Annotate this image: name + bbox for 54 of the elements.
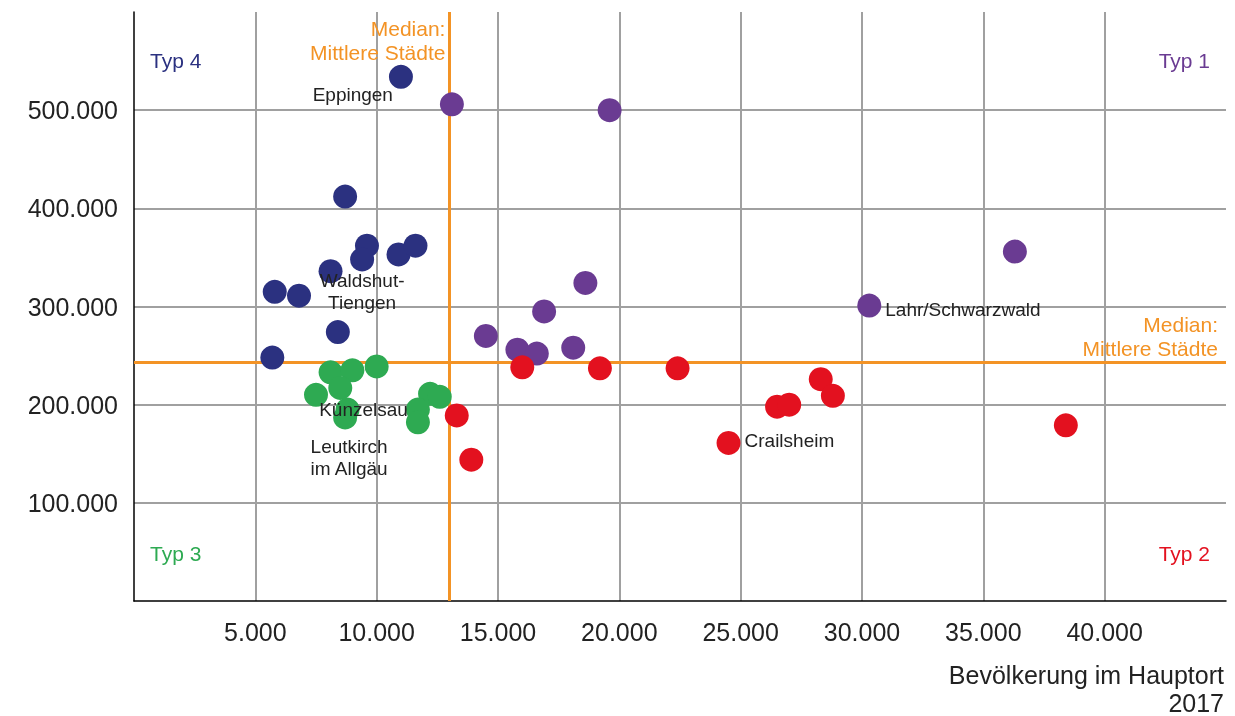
point <box>573 270 598 295</box>
point <box>820 383 845 408</box>
annotation: Typ 4 <box>150 48 202 72</box>
point <box>333 184 358 209</box>
point <box>473 323 498 348</box>
y-tick-label: 300.000 <box>27 292 118 321</box>
point <box>364 354 389 379</box>
point <box>561 335 586 360</box>
annotation: Lahr/Schwarzwald <box>885 299 1041 321</box>
point <box>260 345 285 370</box>
x-axis-title: Bevölkerung im Hauptort 2017 <box>948 661 1225 716</box>
point <box>328 375 353 400</box>
point <box>1053 413 1078 438</box>
point <box>665 356 690 381</box>
point <box>459 447 484 472</box>
y-tick-label: 100.000 <box>27 488 118 517</box>
point <box>1002 239 1027 264</box>
point <box>403 233 428 258</box>
annotation: Leutkirch im Allgäu <box>310 435 388 479</box>
point <box>444 403 469 428</box>
point <box>524 341 549 366</box>
annotation: Typ 1 <box>1158 48 1210 72</box>
x-tick-label: 30.000 <box>823 617 901 646</box>
point <box>439 92 464 117</box>
point <box>532 299 557 324</box>
annotation: Eppingen <box>312 84 393 106</box>
point <box>350 247 375 272</box>
point <box>857 293 882 318</box>
x-tick-label: 5.000 <box>224 617 287 646</box>
annotation: Typ 3 <box>150 541 202 565</box>
x-tick-label: 20.000 <box>581 617 658 646</box>
y-tick-label: 200.000 <box>27 390 118 419</box>
x-tick-label: 10.000 <box>338 617 415 646</box>
point <box>808 367 833 392</box>
x-tick-label: 35.000 <box>945 617 1022 646</box>
point <box>716 430 741 455</box>
x-tick-label: 15.000 <box>459 617 537 646</box>
annotation: Crailsheim <box>744 430 835 452</box>
ref-line-label: Median: Mittlere Städte <box>310 16 446 64</box>
point <box>287 283 312 308</box>
annotation: Waldshut- Tiengen <box>319 269 405 313</box>
ref-line-label: Median: Mittlere Städte <box>1082 312 1218 360</box>
point <box>325 320 350 345</box>
point <box>587 356 612 381</box>
annotation: Typ 2 <box>1158 541 1210 565</box>
point <box>340 358 365 383</box>
point <box>510 355 535 380</box>
point <box>388 64 413 89</box>
x-tick-label: 25.000 <box>702 617 779 646</box>
point <box>597 98 622 123</box>
y-tick-label: 500.000 <box>27 96 118 125</box>
x-tick-label: 40.000 <box>1066 617 1143 646</box>
y-tick-label: 400.000 <box>27 194 118 223</box>
point <box>262 279 287 304</box>
